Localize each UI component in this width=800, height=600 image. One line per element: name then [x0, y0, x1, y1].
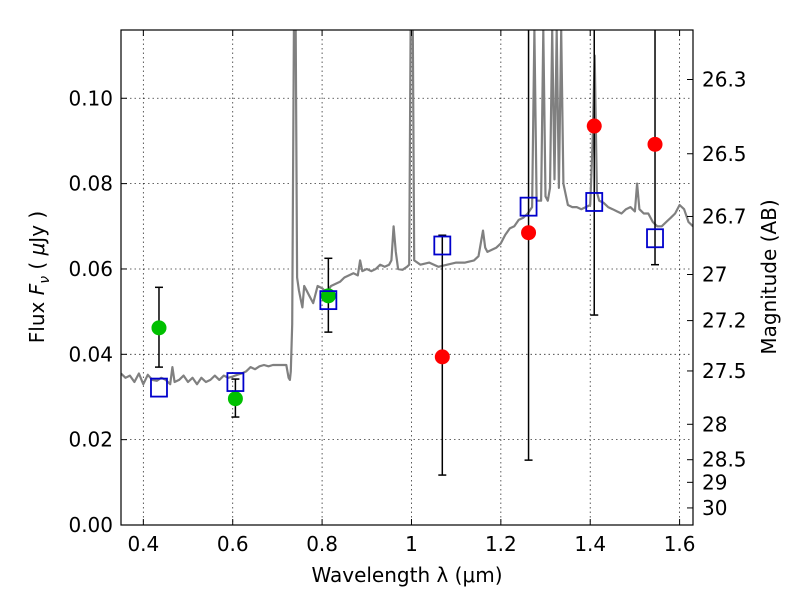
- data-point-circle: [586, 118, 602, 134]
- y-axis-label: Flux Fν ( μJy ): [25, 211, 53, 343]
- magnitude-tick-label: 27.5: [702, 359, 747, 383]
- magnitude-axis-label: Magnitude (AB): [757, 199, 781, 354]
- grid-lines: [121, 30, 693, 526]
- y-axis-label-part: F: [25, 283, 49, 295]
- x-tick-label: 1.4: [574, 532, 606, 556]
- x-tick-label: 1: [405, 532, 418, 556]
- magnitude-tick-label: 30: [702, 496, 727, 520]
- model-point-square: [585, 192, 604, 212]
- y-tick-labels: 0.00 0.02 0.04 0.06 0.08 0.10: [68, 86, 113, 537]
- magnitude-tick-label: 29: [702, 470, 727, 494]
- data-point-circle: [434, 349, 450, 365]
- y-axis-label-part: μ: [25, 243, 49, 257]
- x-tick-label: 0.8: [306, 532, 338, 556]
- x-tick-label: 1.6: [664, 532, 696, 556]
- model-point-square: [519, 196, 538, 217]
- plot-background: [121, 30, 693, 525]
- y-tick-label: 0.00: [68, 513, 113, 537]
- x-tick-label: 0.4: [127, 532, 159, 556]
- y-axis-label-part: Flux: [25, 295, 49, 343]
- data-point-circle: [320, 288, 336, 304]
- x-axis-label: Wavelength λ (μm): [311, 563, 502, 587]
- y-tick-label: 0.06: [68, 257, 113, 281]
- magnitude-tick-label: 28.5: [702, 448, 747, 472]
- data-point-circle: [151, 320, 167, 336]
- data-point-circle: [647, 136, 663, 152]
- y-tick-label: 0.10: [68, 86, 113, 110]
- magnitude-tick-label: 27.2: [702, 309, 747, 333]
- plot-frame: [120, 29, 694, 526]
- y-tick-label: 0.08: [68, 172, 113, 196]
- y-tick-label: 0.02: [68, 428, 113, 452]
- x-tick-labels: 0.4 0.6 0.8 1 1.2 1.4 1.6: [127, 532, 695, 556]
- data-point-circle: [227, 391, 243, 407]
- magnitude-tick-label: 26.3: [702, 68, 747, 92]
- x-tick-label: 0.6: [217, 532, 249, 556]
- model-point-square: [319, 290, 338, 311]
- model-point-square: [433, 235, 452, 256]
- model-point-square: [150, 377, 168, 398]
- magnitude-tick-label: 26.5: [702, 142, 747, 166]
- model-point-square: [646, 228, 664, 249]
- magnitude-tick-label: 27: [702, 263, 727, 287]
- magnitude-tick-label: 28: [702, 412, 727, 436]
- y-axis-label-part: Jy ): [25, 211, 49, 245]
- magnitude-tick-label: 26.7: [702, 204, 747, 228]
- data-point-circle: [521, 225, 537, 241]
- y-axis-label-part: ν: [37, 276, 53, 284]
- axis-ticks: [121, 30, 693, 526]
- y-tick-label: 0.04: [68, 342, 113, 366]
- marker-layer: [150, 118, 664, 407]
- y-axis-label-part: (: [25, 255, 49, 276]
- x-tick-label: 1.2: [485, 532, 517, 556]
- model-point-square: [226, 372, 245, 392]
